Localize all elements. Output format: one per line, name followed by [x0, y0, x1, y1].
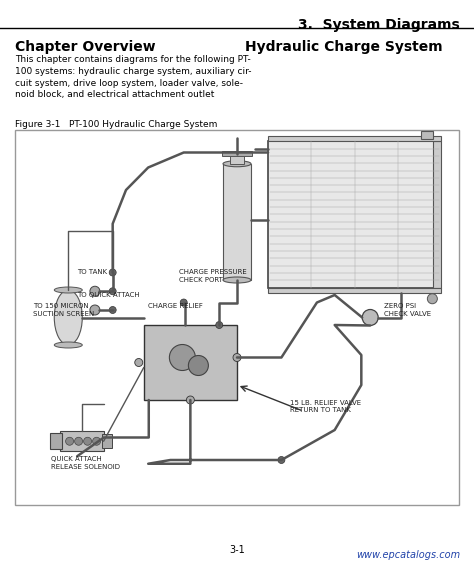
- Circle shape: [92, 437, 100, 445]
- Circle shape: [109, 288, 116, 295]
- Text: CHARGE PRESSURE
CHECK PORT: CHARGE PRESSURE CHECK PORT: [179, 270, 247, 283]
- Circle shape: [180, 299, 187, 306]
- Circle shape: [362, 309, 378, 325]
- Circle shape: [188, 356, 209, 376]
- Circle shape: [90, 305, 100, 315]
- Bar: [222, 151, 252, 156]
- Text: TO QUICK ATTACH: TO QUICK ATTACH: [77, 292, 140, 298]
- Circle shape: [169, 344, 195, 371]
- Bar: [268, 136, 441, 141]
- Ellipse shape: [55, 290, 82, 345]
- Circle shape: [216, 321, 223, 328]
- Text: QUICK ATTACH
RELEASE SOLENOID: QUICK ATTACH RELEASE SOLENOID: [51, 456, 119, 470]
- Circle shape: [65, 437, 73, 445]
- Bar: [268, 288, 441, 292]
- Circle shape: [135, 359, 143, 367]
- Circle shape: [74, 437, 82, 445]
- Text: ZERO PSI
CHECK VALVE: ZERO PSI CHECK VALVE: [383, 303, 431, 317]
- Text: www.epcatalogs.com: www.epcatalogs.com: [356, 550, 460, 560]
- Ellipse shape: [223, 161, 251, 167]
- Bar: [268, 141, 441, 288]
- Text: 3-1: 3-1: [229, 545, 245, 555]
- Circle shape: [428, 293, 438, 304]
- Circle shape: [278, 456, 285, 464]
- Text: Figure 3-1   PT-100 Hydraulic Charge System: Figure 3-1 PT-100 Hydraulic Charge Syste…: [15, 120, 218, 129]
- Circle shape: [83, 437, 91, 445]
- Bar: [50, 433, 62, 449]
- Circle shape: [109, 307, 116, 313]
- Text: TO 150 MICRON
SUCTION SCREEN: TO 150 MICRON SUCTION SCREEN: [33, 303, 94, 317]
- Bar: [433, 141, 441, 288]
- Circle shape: [186, 396, 194, 404]
- Ellipse shape: [55, 287, 82, 293]
- Text: 3.  System Diagrams: 3. System Diagrams: [298, 18, 460, 32]
- Text: 15 LB. RELIEF VALVE
RETURN TO TANK: 15 LB. RELIEF VALVE RETURN TO TANK: [290, 400, 361, 413]
- Bar: [15, 130, 459, 505]
- Ellipse shape: [223, 277, 251, 283]
- Bar: [421, 131, 433, 139]
- Text: Chapter Overview: Chapter Overview: [15, 40, 155, 54]
- Ellipse shape: [55, 342, 82, 348]
- Bar: [101, 435, 111, 448]
- Bar: [223, 164, 251, 280]
- Bar: [230, 154, 244, 164]
- Text: TO TANK: TO TANK: [77, 270, 107, 275]
- Text: This chapter contains diagrams for the following PT-
100 systems: hydraulic char: This chapter contains diagrams for the f…: [15, 55, 252, 99]
- Circle shape: [109, 269, 116, 276]
- Circle shape: [90, 286, 100, 296]
- Bar: [144, 325, 237, 400]
- Text: CHARGE RELIEF: CHARGE RELIEF: [148, 303, 203, 309]
- Text: Hydraulic Charge System: Hydraulic Charge System: [245, 40, 443, 54]
- Circle shape: [233, 353, 241, 361]
- Bar: [60, 431, 104, 451]
